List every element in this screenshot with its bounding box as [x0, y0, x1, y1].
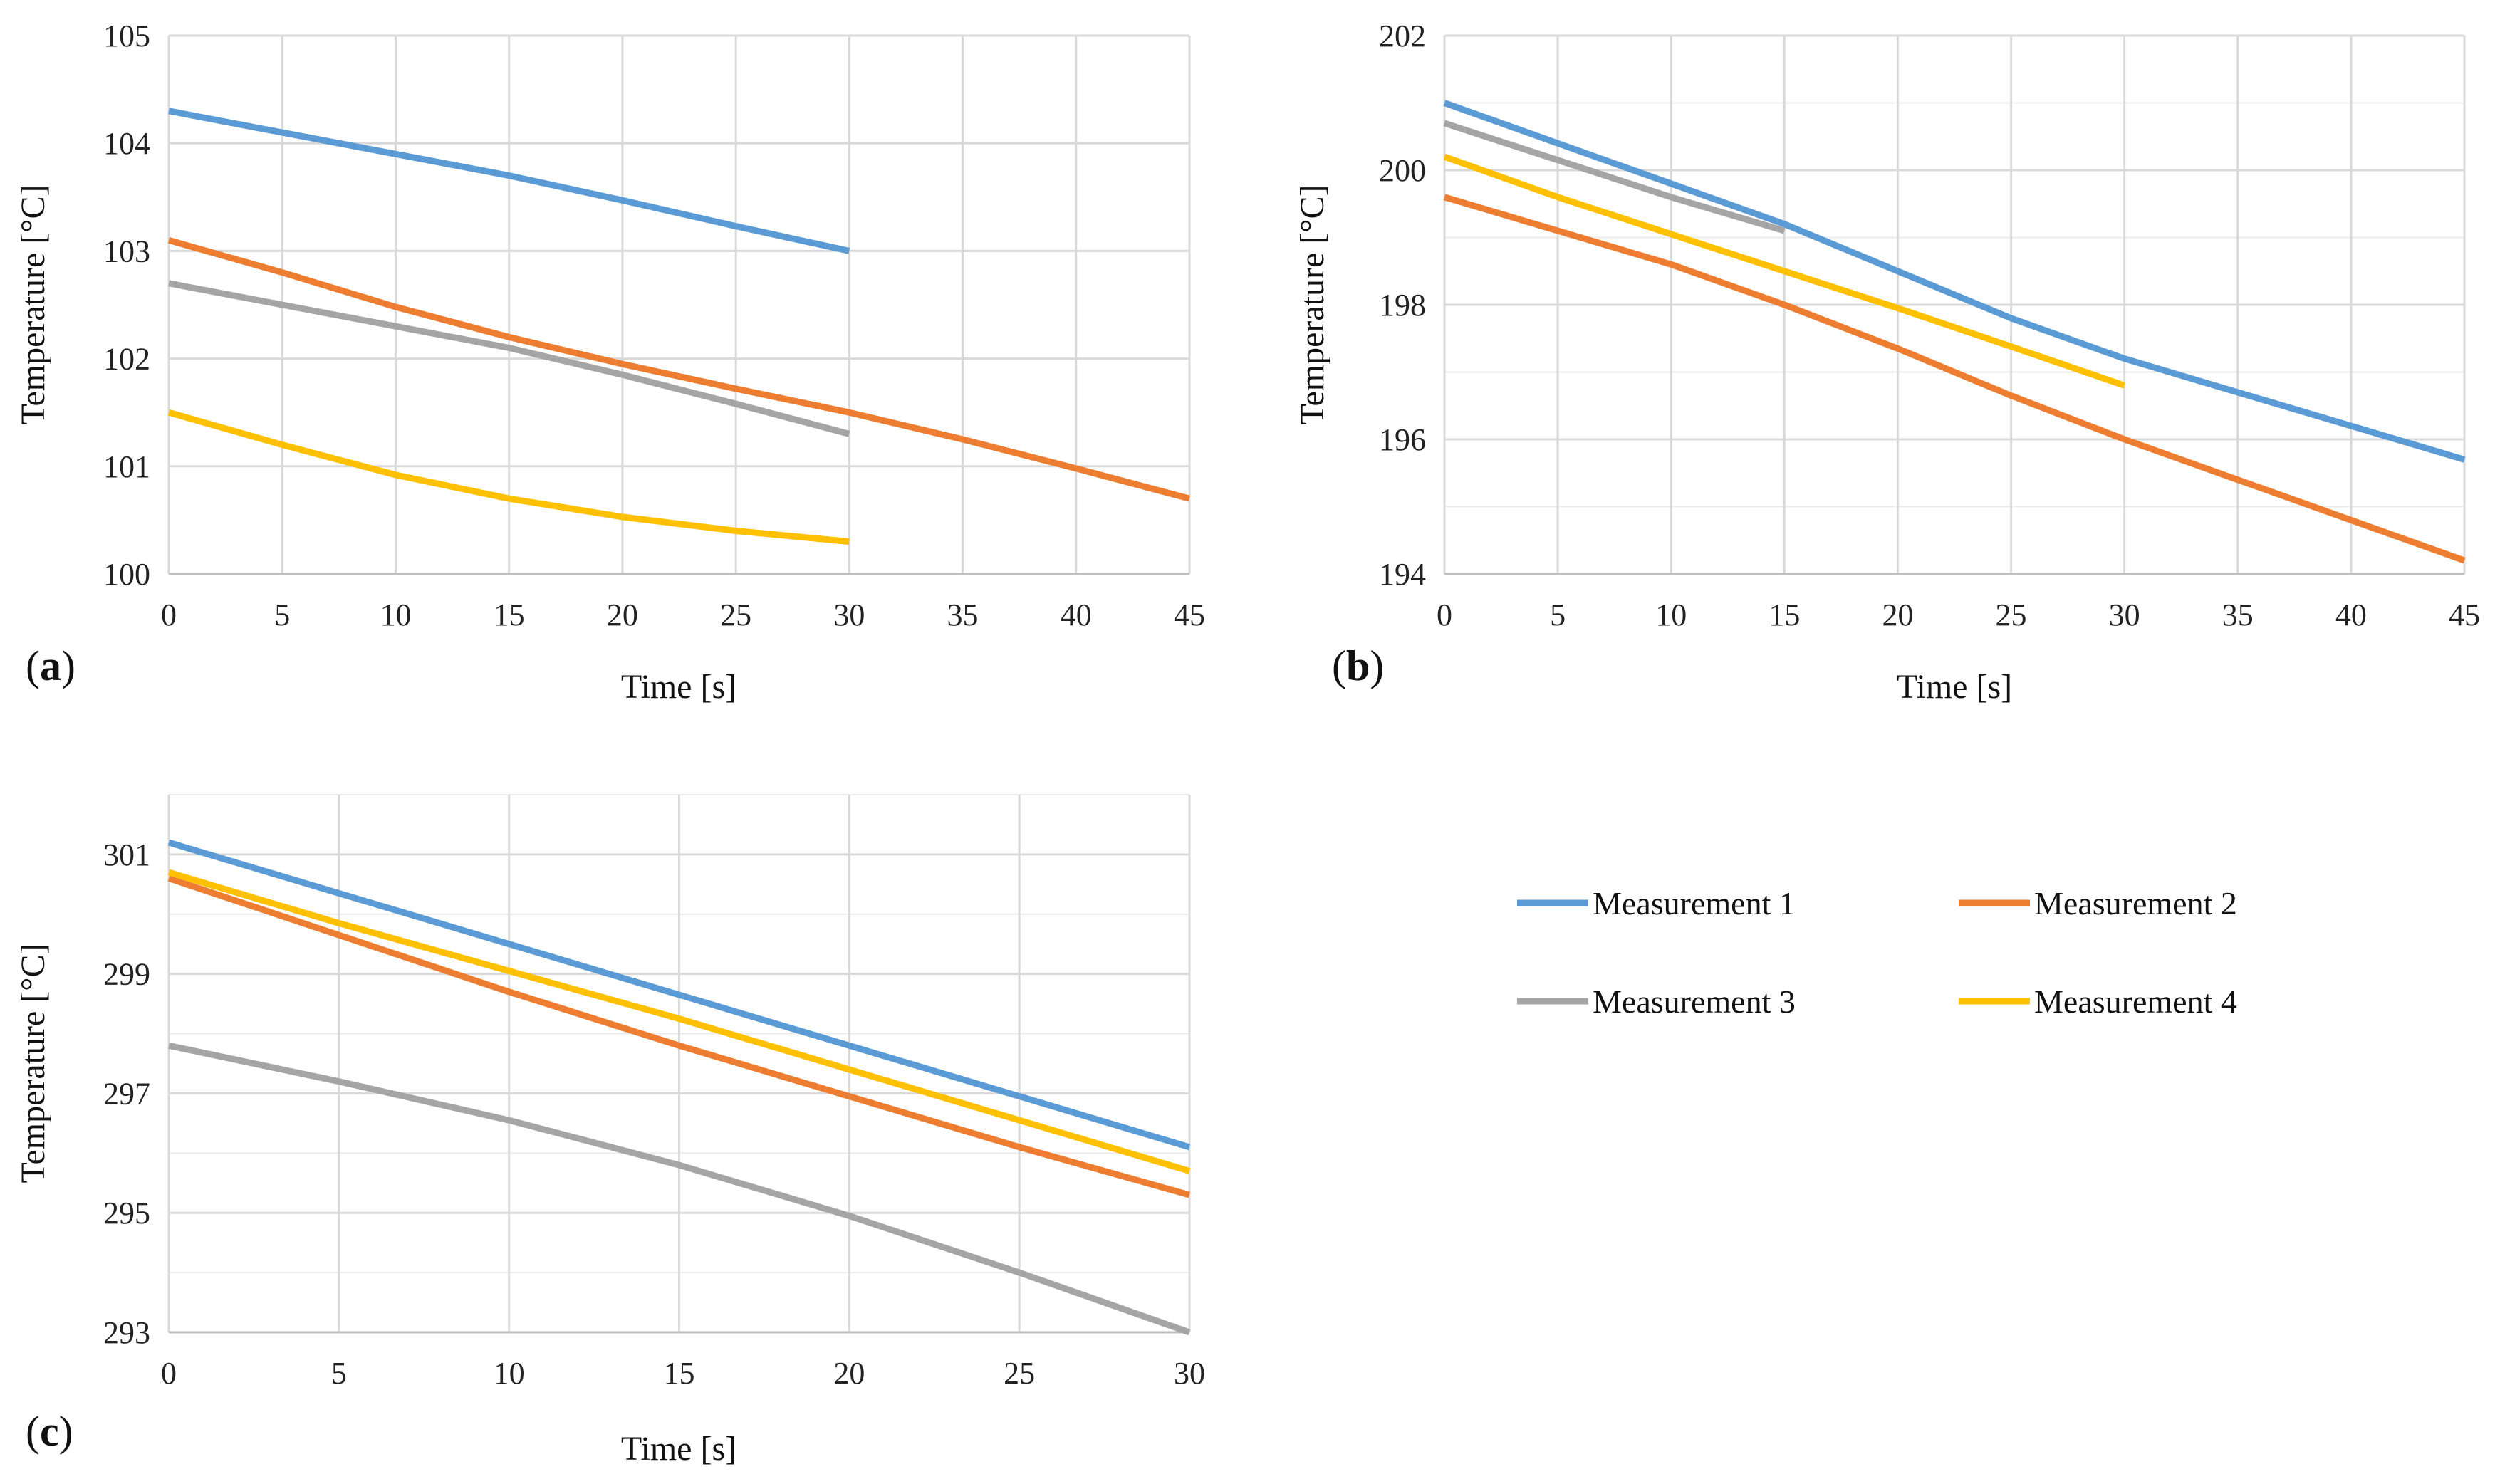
y-tick-label: 102: [103, 342, 150, 377]
x-tick-label: 25: [720, 597, 751, 632]
x-tick-label: 20: [833, 1356, 865, 1391]
y-tick-label: 104: [103, 126, 150, 161]
series-line-measurement-1: [168, 108, 850, 254]
x-tick-label: 10: [380, 597, 411, 632]
panel-label-letter: c: [40, 1408, 59, 1455]
x-tick-label: 40: [2335, 597, 2367, 632]
series-line-measurement-3: [168, 280, 850, 437]
legend-label: Measurement 3: [1593, 983, 1796, 1020]
x-tick-label: 15: [664, 1356, 695, 1391]
x-tick-label: 35: [947, 597, 979, 632]
y-tick-label: 295: [103, 1196, 150, 1230]
panel-label-open: (: [1332, 642, 1346, 689]
legend-label: Measurement 1: [1593, 885, 1796, 921]
panel-label: (b): [1332, 642, 1384, 689]
panel-label-close: ): [61, 642, 75, 689]
series-line-measurement-2: [1443, 194, 2466, 564]
panel-label-open: (: [26, 1408, 40, 1455]
y-tick-label: 301: [103, 837, 150, 872]
series-line-measurement-2: [167, 236, 1191, 502]
series-line-measurement-4: [167, 409, 850, 545]
x-tick-label: 0: [161, 597, 177, 632]
panel-label-open: (: [26, 642, 40, 689]
legend-label: Measurement 4: [2034, 983, 2237, 1020]
series-line-measurement-1: [167, 839, 1191, 1151]
panel-label-close: ): [1370, 642, 1384, 689]
x-tick-label: 5: [274, 597, 290, 632]
y-tick-label: 202: [1379, 19, 1426, 53]
x-tick-label: 10: [494, 1356, 525, 1391]
y-axis-title: Temperature [°C]: [1293, 184, 1331, 424]
x-tick-label: 5: [331, 1356, 347, 1391]
legend-label: Measurement 2: [2034, 885, 2237, 921]
y-tick-label: 293: [103, 1315, 150, 1350]
series-line-measurement-2: [167, 875, 1191, 1198]
x-tick-label: 10: [1655, 597, 1687, 632]
y-tick-label: 194: [1379, 557, 1426, 592]
x-tick-label: 30: [2109, 597, 2140, 632]
x-tick-label: 20: [1882, 597, 1913, 632]
legend-item: Measurement 1: [1517, 885, 1796, 921]
legend-item: Measurement 3: [1517, 983, 1796, 1020]
x-axis-title: Time [s]: [621, 668, 736, 706]
y-tick-label: 200: [1379, 153, 1426, 188]
chart-panel-b: 194 196 198 200 202 0 5 10 15 20 25 30 35 40 45 Time [s…: [1293, 19, 2480, 706]
chart-panel-a: 100 101 102 103 104 105 0 5 10 15 20 25 30 35 40 45 Time…: [14, 19, 1205, 706]
y-tick-label: 198: [1379, 288, 1426, 323]
panel-label-letter: a: [40, 642, 61, 689]
x-tick-label: 30: [1174, 1356, 1205, 1391]
legend-item: Measurement 4: [1959, 983, 2237, 1020]
x-tick-label: 25: [1004, 1356, 1035, 1391]
y-tick-label: 101: [103, 449, 150, 484]
y-tick-label: 196: [1379, 422, 1426, 457]
chart-panel-c: 293 295 297 299 301 0 5 10 15 20 25 30 Time [s] Tempe…: [14, 794, 1205, 1468]
x-tick-label: 40: [1061, 597, 1092, 632]
y-axis-title: Temperature [°C]: [14, 184, 52, 424]
panel-label: (a): [26, 642, 75, 689]
x-tick-label: 45: [1174, 597, 1205, 632]
series-line-measurement-4: [167, 869, 1191, 1174]
x-tick-label: 45: [2449, 597, 2480, 632]
panel-label-letter: b: [1346, 642, 1370, 689]
y-axis-title: Temperature [°C]: [14, 943, 52, 1183]
y-tick-label: 297: [103, 1076, 150, 1111]
x-axis-title: Time [s]: [621, 1430, 736, 1468]
legend: Measurement 1 Measurement 2 Measurement 3 M…: [1517, 885, 2237, 1020]
legend-item: Measurement 2: [1959, 885, 2237, 921]
y-tick-label: 299: [103, 957, 150, 992]
x-tick-label: 25: [1996, 597, 2027, 632]
x-tick-label: 15: [1769, 597, 1800, 632]
panel-label-close: ): [59, 1408, 73, 1455]
x-axis-title: Time [s]: [1897, 668, 2012, 706]
x-tick-label: 0: [161, 1356, 177, 1391]
y-tick-label: 100: [103, 557, 150, 592]
series-line-measurement-3: [1443, 120, 1786, 234]
x-tick-label: 15: [494, 597, 525, 632]
x-tick-label: 30: [833, 597, 865, 632]
series-line-measurement-1: [1443, 100, 2466, 463]
y-tick-label: 105: [103, 19, 150, 53]
series-line-measurement-4: [1443, 153, 2126, 389]
x-tick-label: 35: [2222, 597, 2254, 632]
panel-label: (c): [26, 1408, 73, 1455]
x-tick-label: 20: [607, 597, 638, 632]
x-tick-label: 0: [1437, 597, 1452, 632]
series-line-measurement-3: [168, 1042, 1191, 1336]
x-tick-label: 5: [1550, 597, 1566, 632]
y-tick-label: 103: [103, 234, 150, 268]
